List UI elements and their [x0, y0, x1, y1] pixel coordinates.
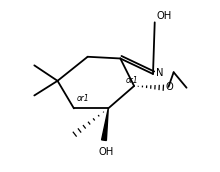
Text: OH: OH — [98, 147, 113, 157]
Text: or1: or1 — [125, 76, 138, 85]
Text: OH: OH — [156, 11, 172, 21]
Text: O: O — [165, 82, 173, 92]
Text: N: N — [156, 68, 164, 78]
Polygon shape — [102, 108, 108, 141]
Text: or1: or1 — [77, 94, 89, 103]
